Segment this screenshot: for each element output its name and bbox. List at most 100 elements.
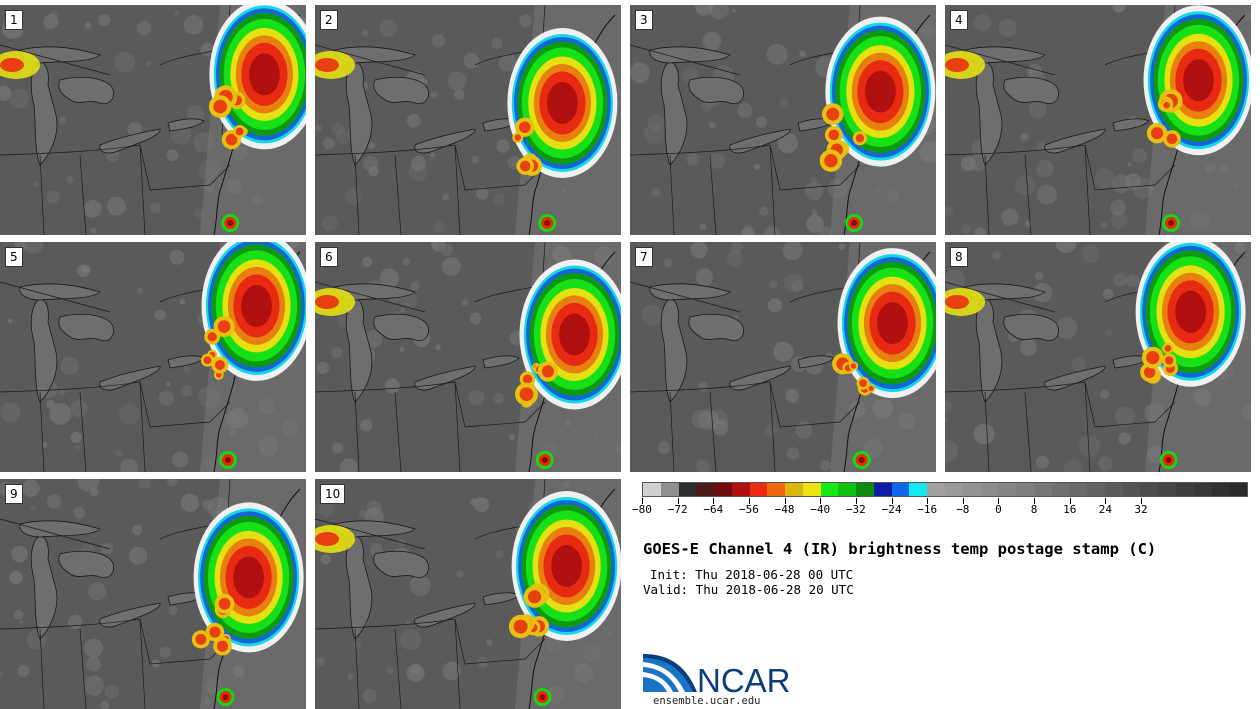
colorbar-tick <box>891 498 893 504</box>
satellite-map <box>0 479 306 709</box>
colorbar-swatch <box>1140 483 1159 496</box>
satellite-map <box>315 479 621 709</box>
ensemble-member-panel-7: 7 <box>630 242 936 472</box>
logo-text: NCAR <box>697 662 791 696</box>
satellite-map <box>315 5 621 235</box>
ensemble-member-panel-2: 2 <box>315 5 621 235</box>
colorbar-tick-label: −72 <box>667 503 688 516</box>
colorbar-tick-label: −48 <box>774 503 795 516</box>
storm-cloud-cluster <box>832 248 936 399</box>
colorbar-tick-label: 16 <box>1063 503 1077 516</box>
colorbar-swatch <box>749 483 768 496</box>
colorbar-swatch <box>1104 483 1123 496</box>
colorbar-swatch <box>696 483 715 496</box>
storm-cloud-cluster <box>208 5 306 150</box>
colorbar-tick-label: −16 <box>917 503 938 516</box>
colorbar-tick-label: −56 <box>739 503 759 516</box>
colorbar-swatch <box>927 483 946 496</box>
storm-cloud-cluster <box>191 502 304 656</box>
colorbar-swatch <box>1033 483 1052 496</box>
colorbar-tick <box>1105 498 1107 504</box>
storm-cloud-cluster <box>515 259 621 410</box>
website-url: ensemble.ucar.edu <box>653 695 761 707</box>
colorbar-swatch <box>1087 483 1105 496</box>
colorbar-swatch <box>873 483 892 496</box>
storm-cloud-cluster <box>200 242 306 381</box>
colorbar-swatch <box>802 483 821 496</box>
ensemble-member-panel-1: 1 <box>0 5 306 235</box>
colorbar-tick <box>784 498 786 504</box>
colorbar-swatch <box>714 483 732 496</box>
figure-title: GOES-E Channel 4 (IR) brightness temp po… <box>643 540 1157 558</box>
colorbar-tick <box>677 498 679 504</box>
valid-time: Valid: Thu 2018-06-28 20 UTC <box>643 582 854 597</box>
colorbar-swatches <box>642 482 1248 497</box>
panel-label: 3 <box>635 10 653 30</box>
panel-label: 10 <box>320 484 346 504</box>
colorbar-tick <box>1141 498 1143 504</box>
colorbar-swatch <box>962 483 981 496</box>
ensemble-member-panel-9: 9 <box>0 479 306 709</box>
satellite-map <box>0 242 306 472</box>
colorbar-tick-label: −32 <box>845 503 866 516</box>
colorbar-swatch <box>856 483 874 496</box>
colorbar-tick <box>1069 498 1071 504</box>
colorbar-swatch <box>678 483 697 496</box>
colorbar-swatch <box>980 483 999 496</box>
colorbar-tick-label: −80 <box>632 503 652 516</box>
colorbar-tick-label: −8 <box>956 503 970 516</box>
storm-cloud-cluster <box>1143 5 1251 156</box>
colorbar-swatch <box>1229 483 1248 496</box>
colorbar-tick <box>642 498 643 504</box>
panel-label: 7 <box>635 247 653 267</box>
panel-label: 4 <box>950 10 968 30</box>
satellite-map <box>0 5 306 235</box>
colorbar-swatch <box>838 483 857 496</box>
colorbar-swatch <box>1122 483 1141 496</box>
colorbar-swatch <box>1175 483 1194 496</box>
panel-label: 9 <box>5 484 23 504</box>
colorbar-swatch <box>1016 483 1034 496</box>
panel-label: 6 <box>320 247 338 267</box>
colorbar-swatch <box>998 483 1017 496</box>
colorbar-swatch <box>1193 483 1212 496</box>
colorbar-tick-label: 0 <box>995 503 1002 516</box>
colorbar-swatch <box>891 483 910 496</box>
colorbar-tick-label: −24 <box>881 503 902 516</box>
colorbar-tick <box>748 498 750 504</box>
colorbar-swatch <box>660 483 679 496</box>
colorbar-swatch <box>767 483 786 496</box>
satellite-map <box>945 5 1251 235</box>
colorbar-tick-label: −64 <box>703 503 724 516</box>
panel-label: 5 <box>5 247 23 267</box>
ensemble-member-panel-3: 3 <box>630 5 936 235</box>
colorbar-tick <box>713 498 715 504</box>
ensemble-member-panel-8: 8 <box>945 242 1251 472</box>
colorbar-swatch <box>1069 483 1088 496</box>
colorbar-tick-label: 32 <box>1134 503 1148 516</box>
satellite-map <box>315 242 621 472</box>
colorbar-tick <box>820 498 822 504</box>
colorbar-tick <box>998 498 1000 504</box>
colorbar-tick <box>855 498 857 504</box>
colorbar-swatch <box>945 483 963 496</box>
satellite-map <box>630 242 936 472</box>
colorbar-swatch <box>909 483 928 496</box>
colorbar-tick <box>962 498 964 504</box>
colorbar-swatch <box>731 483 750 496</box>
colorbar-swatch <box>785 483 803 496</box>
storm-cloud-cluster <box>819 16 936 172</box>
colorbar-tick <box>927 498 929 504</box>
ncar-logo: NCAR <box>643 654 791 696</box>
satellite-map <box>630 5 936 235</box>
colorbar-tick-label: 8 <box>1030 503 1038 516</box>
colorbar-tick-label: 24 <box>1098 503 1113 516</box>
panel-label: 8 <box>950 247 968 267</box>
colorbar-swatch <box>820 483 839 496</box>
colorbar-tick-label: −40 <box>810 503 831 516</box>
ensemble-member-panel-10: 10 <box>315 479 621 709</box>
init-time: Init: Thu 2018-06-28 00 UTC <box>650 567 854 582</box>
colorbar-swatch <box>643 483 661 496</box>
colorbar-tick <box>1034 498 1036 504</box>
storm-cloud-cluster <box>507 28 618 178</box>
